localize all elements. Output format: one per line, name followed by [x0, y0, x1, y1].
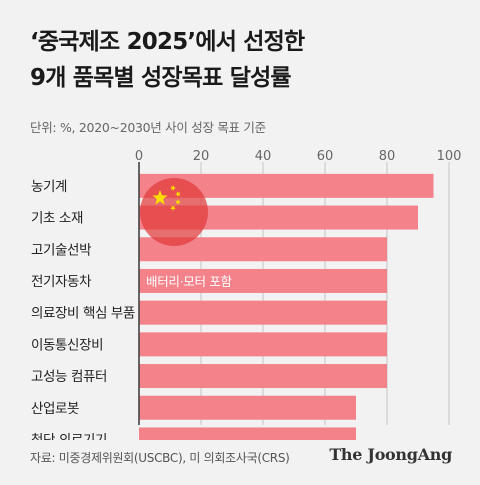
chart-title: ‘중국제조 2025’에서 선정한 9개 품목별 성장목표 달성률	[30, 24, 460, 96]
bar-8	[139, 427, 356, 440]
flag-star-small-2	[175, 199, 181, 205]
x-tick-label-0: 0	[135, 149, 143, 164]
bar-3	[139, 268, 387, 293]
flag-star-small-3	[170, 205, 176, 211]
bar-5	[139, 332, 387, 357]
bar-4	[139, 300, 387, 325]
x-tick-label-60: 60	[317, 149, 334, 164]
flag-star-large	[152, 190, 168, 205]
flag-circle	[140, 178, 208, 246]
annotation-0: 배터리·모터 포함	[146, 274, 233, 289]
category-label-2: 고기술선박	[31, 242, 91, 258]
category-label-0: 농기계	[31, 179, 67, 195]
category-label-1: 기초 소재	[31, 211, 83, 227]
bar-7	[139, 395, 356, 420]
source-note: 자료: 미중경제위원회(USCBC), 미 의회조사국(CRS)	[30, 451, 290, 465]
flag-star-small-1	[175, 191, 181, 197]
unit-note: 단위: %, 2020~2030년 사이 성장 목표 기준	[30, 120, 266, 135]
category-label-5: 이동통신장비	[31, 337, 103, 353]
flag-star-small-0	[170, 185, 176, 191]
x-tick-label-80: 80	[379, 149, 396, 164]
category-label-8: 첨단 의료기기	[31, 432, 107, 440]
category-label-4: 의료장비 핵심 부품	[31, 306, 135, 322]
title-line-1: ‘중국제조 2025’에서 선정한	[30, 29, 305, 55]
x-tick-label-40: 40	[255, 149, 272, 164]
x-tick-label-20: 20	[193, 149, 210, 164]
category-label-6: 고성능 컴퓨터	[31, 369, 107, 385]
title-line-2: 9개 품목별 성장목표 달성률	[30, 65, 292, 91]
x-tick-label-100: 100	[437, 149, 462, 164]
category-label-7: 산업로봇	[31, 401, 79, 417]
bar-6	[139, 364, 387, 389]
publisher-logo: The JoongAng	[329, 445, 452, 464]
category-label-3: 전기자동차	[31, 274, 92, 290]
